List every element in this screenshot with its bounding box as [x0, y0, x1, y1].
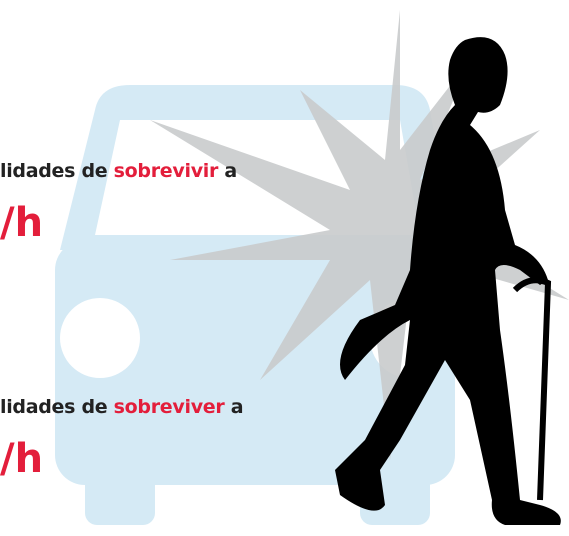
text: a [218, 160, 237, 182]
text: lidades de [0, 160, 114, 182]
text-line: lidades de sobrevivir a [0, 160, 237, 182]
text: a [224, 396, 243, 418]
highlight: sobrevivir [114, 160, 218, 182]
infographic: lidades de sobrevivir a /h lidades de so… [0, 0, 569, 536]
cane [515, 280, 548, 500]
text-line: lidades de sobreviver a [0, 396, 243, 418]
speed: /h [0, 200, 43, 246]
highlight: sobreviver [114, 396, 225, 418]
speed: /h [0, 436, 43, 482]
illustration [0, 0, 569, 536]
text: lidades de [0, 396, 114, 418]
